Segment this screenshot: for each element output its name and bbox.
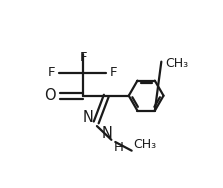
Text: F: F bbox=[47, 66, 55, 79]
Text: F: F bbox=[79, 51, 87, 64]
Text: N: N bbox=[83, 110, 93, 125]
Text: CH₃: CH₃ bbox=[166, 57, 189, 70]
Text: O: O bbox=[44, 88, 56, 103]
Text: F: F bbox=[110, 66, 118, 79]
Text: N: N bbox=[102, 126, 113, 141]
Text: CH₃: CH₃ bbox=[133, 138, 156, 151]
Text: H: H bbox=[114, 141, 124, 154]
